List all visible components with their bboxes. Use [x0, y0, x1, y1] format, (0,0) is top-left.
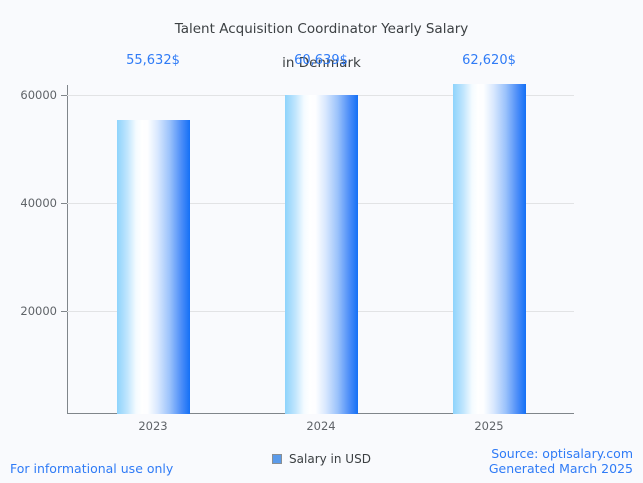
- source-text: Source: optisalary.com: [491, 446, 633, 461]
- generated-text: Generated March 2025: [488, 461, 633, 476]
- y-axis-line: [67, 85, 68, 414]
- plot-area: 60000 40000 20000: [20, 84, 574, 414]
- bar-2023[interactable]: [117, 120, 190, 414]
- legend-swatch-icon: [272, 454, 283, 464]
- bar-2025[interactable]: [453, 84, 526, 414]
- chart-legend: Salary in USD: [0, 452, 643, 466]
- tick-mark-20000: [61, 311, 67, 312]
- bar-2024[interactable]: [285, 95, 358, 414]
- y-tick-label-60000: 60000: [20, 88, 57, 102]
- bar-value-2023: 55,632$: [126, 53, 180, 68]
- x-tick-label-2024: 2024: [306, 419, 336, 433]
- source-block: Source: optisalary.com Generated March 2…: [489, 446, 633, 476]
- tick-mark-40000: [61, 203, 67, 204]
- x-tick-label-2025: 2025: [474, 419, 504, 433]
- chart-title-line1: Talent Acquisition Coordinator Yearly Sa…: [174, 21, 469, 37]
- y-tick-label-20000: 20000: [20, 304, 57, 318]
- chart-title-line2: in Denmark: [282, 55, 361, 71]
- disclaimer-text: For informational use only: [10, 461, 174, 476]
- x-tick-label-2023: 2023: [138, 419, 168, 433]
- bar-value-2024: 60,639$: [294, 53, 348, 68]
- tick-mark-60000: [61, 95, 67, 96]
- chart-title: Talent Acquisition Coordinator Yearly Sa…: [0, 4, 643, 72]
- bar-value-2025: 62,620$: [462, 53, 516, 68]
- y-tick-label-40000: 40000: [20, 196, 57, 210]
- legend-label-salary-in-usd: Salary in USD: [289, 452, 371, 466]
